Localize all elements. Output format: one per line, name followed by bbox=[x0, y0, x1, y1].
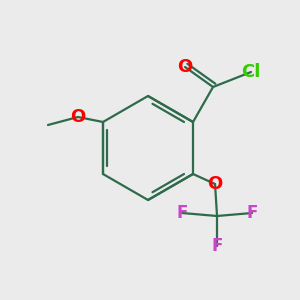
Text: O: O bbox=[177, 58, 193, 76]
Text: F: F bbox=[246, 204, 258, 222]
Text: F: F bbox=[211, 237, 223, 255]
Text: O: O bbox=[207, 175, 223, 193]
Text: O: O bbox=[70, 108, 85, 126]
Text: F: F bbox=[176, 204, 188, 222]
Text: Cl: Cl bbox=[241, 63, 261, 81]
